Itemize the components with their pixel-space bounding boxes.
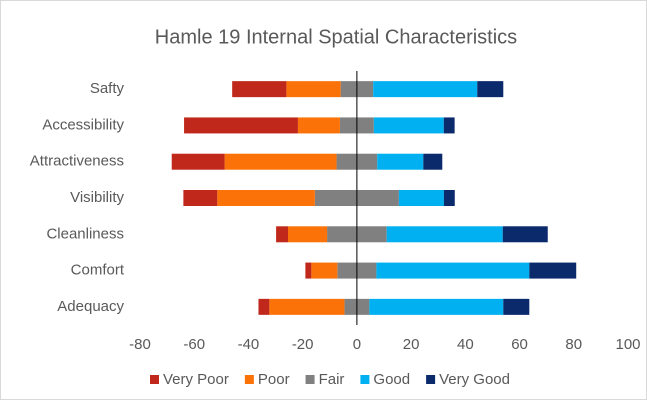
- x-tick-label: 80: [565, 336, 582, 353]
- bar-segment: [369, 298, 504, 315]
- legend-label: Good: [373, 371, 410, 388]
- x-tick-label: 60: [511, 336, 528, 353]
- bar-segment: [171, 153, 225, 170]
- legend-swatch: [150, 375, 159, 384]
- bar-segment: [477, 81, 504, 98]
- y-tick-label: Safty: [90, 80, 125, 97]
- bar-segment: [276, 226, 289, 243]
- bar-segment: [297, 117, 340, 134]
- bar-segment: [443, 190, 455, 206]
- x-tick-label: -60: [183, 336, 205, 353]
- legend-label: Very Good: [439, 371, 510, 388]
- bar-segment: [217, 190, 315, 206]
- y-tick-label: Visibility: [70, 189, 124, 206]
- bar-segment: [373, 117, 444, 134]
- legend-swatch: [360, 375, 370, 384]
- bar-segment: [224, 153, 337, 170]
- x-tick-label: -20: [292, 336, 314, 353]
- bar-segment: [311, 262, 338, 279]
- bar-segment: [443, 117, 455, 134]
- bar-segment: [377, 153, 424, 170]
- legend-label: Fair: [319, 371, 345, 388]
- bar-segment: [286, 81, 341, 98]
- x-tick-label: -40: [238, 336, 260, 353]
- x-tick-label: 20: [403, 336, 420, 353]
- legend-swatch: [426, 375, 436, 384]
- y-tick-label: Attractiveness: [30, 153, 124, 170]
- bar-segment: [184, 117, 298, 134]
- bar-segment: [183, 190, 218, 206]
- y-tick-label: Adequacy: [57, 298, 124, 315]
- y-tick-label: Accessibility: [42, 116, 124, 133]
- legend-label: Very Poor: [163, 371, 229, 388]
- x-tick-label: -80: [129, 336, 151, 353]
- bar-segment: [386, 226, 503, 243]
- x-tick-label: 100: [615, 336, 640, 353]
- bar-segment: [503, 298, 530, 315]
- legend-swatch: [244, 375, 254, 384]
- legend-swatch: [305, 375, 315, 384]
- bar-segment: [269, 298, 345, 315]
- y-tick-label: Cleanliness: [46, 225, 124, 242]
- bar-segment: [423, 153, 443, 170]
- legend-label: Poor: [258, 371, 290, 388]
- bar-segment: [373, 81, 478, 98]
- bar-segment: [258, 298, 270, 315]
- bar-segment: [398, 190, 444, 206]
- x-tick-label: 40: [457, 336, 474, 353]
- bar-segment: [288, 226, 328, 243]
- bar-segment: [305, 262, 312, 279]
- bar-segment: [502, 226, 548, 243]
- bar-segment: [529, 262, 577, 279]
- x-tick-label: 0: [353, 336, 361, 353]
- y-tick-label: Comfort: [71, 262, 125, 279]
- bar-segment: [376, 262, 530, 279]
- bar-segment: [232, 81, 287, 98]
- chart-title: Hamle 19 Internal Spatial Characteristic…: [155, 26, 517, 48]
